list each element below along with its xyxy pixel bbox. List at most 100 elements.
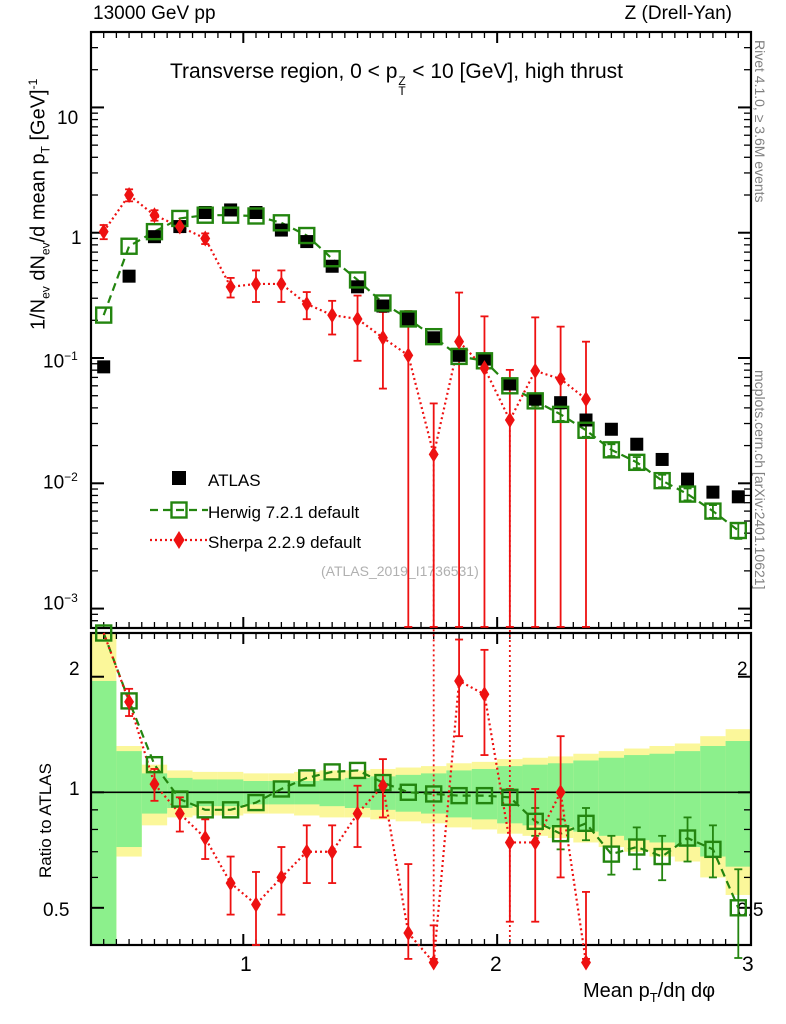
herwig-marker xyxy=(145,222,164,241)
sherpa-main-line xyxy=(102,193,587,455)
sherpa-ratio-marker xyxy=(276,869,287,886)
legend-marker-herwig xyxy=(170,501,188,519)
sherpa-ratio-marker xyxy=(225,875,236,892)
sherpa-ratio-marker xyxy=(149,776,160,793)
ytick-main-0: 10 xyxy=(57,108,79,129)
xlabel-sub: T xyxy=(649,990,658,1005)
ratio-band-inner xyxy=(471,768,498,820)
herwig-ratio-marker xyxy=(704,840,722,859)
sherpa-ratio-marker xyxy=(377,777,388,794)
sherpa-ratio-marker xyxy=(124,693,135,710)
herwig-ratio-marker xyxy=(348,761,367,780)
sherpa-ratio-marker xyxy=(581,954,591,971)
ytick-ratio-right-2: 2 xyxy=(737,659,748,680)
herwig-marker xyxy=(526,392,544,410)
sherpa-marker xyxy=(98,223,109,240)
ratio-band-inner xyxy=(446,770,472,818)
herwig-marker xyxy=(323,250,341,268)
atlas-marker xyxy=(452,348,466,362)
sherpa-marker xyxy=(149,207,160,224)
herwig-marker xyxy=(94,306,113,324)
sherpa-ratio-marker xyxy=(479,686,490,703)
sherpa-marker xyxy=(403,347,414,364)
herwig-ratio-marker xyxy=(602,845,621,863)
ratio-band-inner xyxy=(649,753,675,843)
herwig-ratio-marker xyxy=(551,824,570,843)
sherpa-marker xyxy=(301,295,312,312)
sherpa-marker xyxy=(352,310,363,327)
sherpa-ratio-marker xyxy=(352,805,363,822)
herwig-marker xyxy=(272,214,291,232)
herwig-main-line xyxy=(102,214,739,532)
sherpa-ratio-marker xyxy=(428,954,439,971)
sherpa-ratio-marker xyxy=(403,924,414,941)
herwig-ratio-marker xyxy=(628,838,646,856)
sherpa-ratio-marker xyxy=(251,896,261,913)
herwig-marker xyxy=(196,206,214,224)
herwig-ratio-marker xyxy=(196,801,214,819)
sherpa-ratio-marker xyxy=(200,830,211,847)
xlabel-b: /dη dφ xyxy=(657,980,716,1002)
atlas-marker xyxy=(122,269,136,283)
legend-marker-atlas xyxy=(172,471,186,485)
herwig-marker xyxy=(374,294,392,312)
herwig-ratio-marker xyxy=(729,899,748,917)
ytick-ratio-left-2: 2 xyxy=(69,659,80,680)
herwig-marker xyxy=(298,226,316,245)
ratio-band-inner xyxy=(116,751,142,848)
sherpa-marker xyxy=(479,360,490,377)
xtick-3: 3 xyxy=(742,953,754,976)
atlas-marker xyxy=(97,360,111,374)
watermark: (ATLAS_2019_I1736531) xyxy=(321,563,479,579)
herwig-ratio-marker xyxy=(577,814,595,833)
legend-label-1: Herwig 7.2.1 default xyxy=(208,503,360,522)
herwig-marker xyxy=(577,421,595,439)
herwig-marker xyxy=(221,206,240,224)
atlas-marker xyxy=(706,485,720,499)
atlas-marker xyxy=(198,206,212,220)
herwig-ratio-marker xyxy=(247,793,265,812)
ratio-band-inner xyxy=(725,741,751,867)
main-panel-frame xyxy=(89,30,753,630)
herwig-marker xyxy=(247,207,265,225)
herwig-ratio-marker xyxy=(145,755,164,774)
atlas-marker xyxy=(401,312,415,326)
xlabel-a: Mean p xyxy=(583,980,650,1002)
sherpa-marker xyxy=(124,187,135,204)
ytick-main-3: 10−2 xyxy=(43,470,78,494)
ytick-main-4: 10−3 xyxy=(43,591,78,615)
sherpa-marker xyxy=(454,333,465,350)
atlas-marker xyxy=(604,422,618,436)
header-right: Z (Drell-Yan) xyxy=(624,3,732,24)
sherpa-marker xyxy=(581,391,591,408)
herwig-ratio-marker xyxy=(323,763,341,781)
herwig-marker xyxy=(678,485,697,503)
ratio-band-inner xyxy=(624,755,650,841)
herwig-ratio-marker xyxy=(221,801,240,819)
sherpa-ratio-marker xyxy=(301,843,312,860)
header-left: 13000 GeV pp xyxy=(93,3,216,24)
herwig-marker xyxy=(551,405,570,424)
herwig-marker xyxy=(704,502,722,520)
sherpa-marker xyxy=(428,446,439,463)
herwig-ratio-marker xyxy=(94,624,113,642)
herwig-marker xyxy=(602,441,621,459)
sherpa-marker xyxy=(251,275,261,292)
herwig-ratio-marker xyxy=(298,769,316,787)
plot-title-b: < 10 [GeV], high thrust xyxy=(406,60,623,83)
herwig-marker xyxy=(729,521,748,540)
atlas-marker xyxy=(630,437,644,451)
atlas-marker xyxy=(731,490,745,504)
atlas-marker xyxy=(477,352,491,366)
legend-label-0: ATLAS xyxy=(208,471,261,490)
sherpa-marker xyxy=(327,307,338,324)
herwig-marker xyxy=(628,453,646,472)
sherpa-ratio-marker xyxy=(327,843,338,860)
ratio-band-inner xyxy=(91,680,117,945)
sherpa-marker xyxy=(225,278,236,295)
sherpa-marker xyxy=(200,230,211,247)
herwig-ratio-marker xyxy=(399,783,418,801)
sherpa-marker xyxy=(504,412,515,429)
